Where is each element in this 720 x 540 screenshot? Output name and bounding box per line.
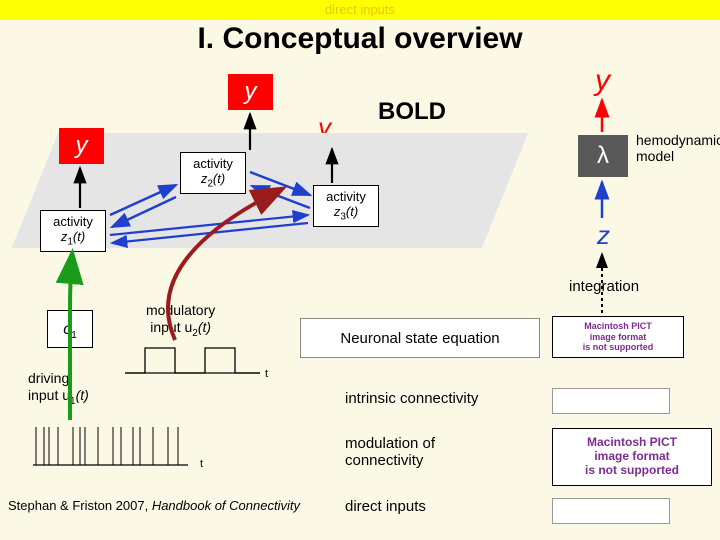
arrows-layer xyxy=(0,0,720,540)
